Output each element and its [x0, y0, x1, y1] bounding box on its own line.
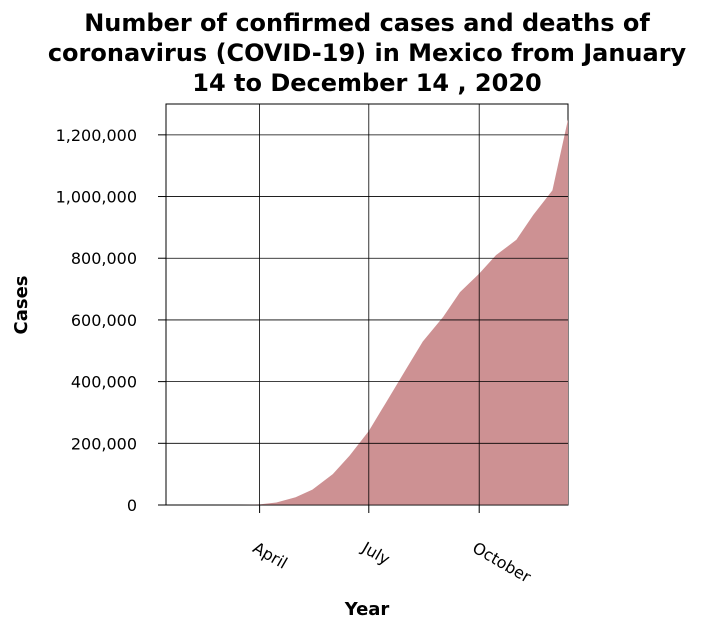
x-tick-label-2: October: [469, 538, 534, 587]
y-tick-label-4: 800,000: [71, 249, 137, 268]
chart-title-line-1: Number of confirmed cases and deaths of: [84, 9, 650, 37]
y-axis-title: Cases: [11, 276, 32, 335]
y-tick-label-0: 0: [127, 496, 137, 515]
x-axis-title: Year: [344, 599, 390, 620]
chart-title: Number of confirmed cases and deaths of …: [48, 9, 687, 97]
x-tick-label-0: April: [250, 538, 291, 573]
y-tick-label-2: 400,000: [71, 373, 137, 392]
chart-title-line-3: 14 to December 14 , 2020: [192, 69, 541, 97]
chart-title-line-2: coronavirus (COVID-19) in Mexico from Ja…: [48, 39, 687, 67]
y-tick-label-3: 600,000: [71, 311, 137, 330]
y-tick-label-5: 1,000,000: [56, 188, 137, 207]
y-tick-label-6: 1,200,000: [56, 126, 137, 145]
y-tick-label-1: 200,000: [71, 434, 137, 453]
grid-layer: [166, 104, 568, 506]
area-layer: [166, 119, 568, 506]
area-series-0: [166, 119, 568, 506]
x-tick-label-1: July: [358, 538, 393, 569]
